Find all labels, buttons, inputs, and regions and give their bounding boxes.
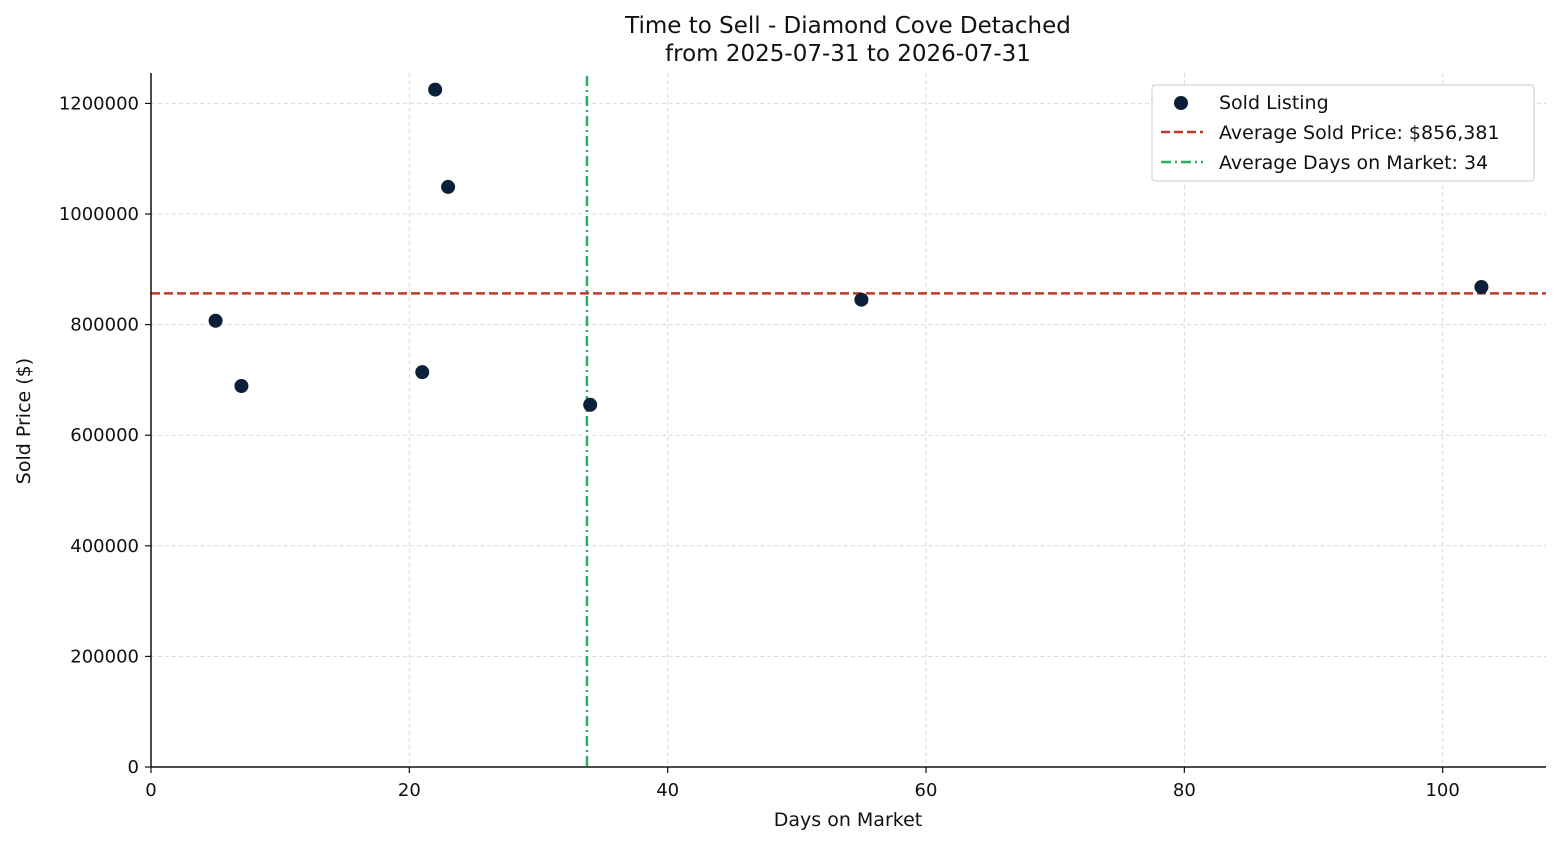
x-tick-label: 40 xyxy=(656,780,679,801)
x-tick-label: 0 xyxy=(145,780,156,801)
legend-label-sold-listing: Sold Listing xyxy=(1219,92,1329,114)
y-axis-label: Sold Price ($) xyxy=(13,358,35,484)
y-tick-label: 400000 xyxy=(70,536,139,557)
y-tick-label: 200000 xyxy=(70,646,139,667)
data-point xyxy=(1474,280,1489,295)
x-tick-label: 100 xyxy=(1425,780,1459,801)
legend: Sold Listing Average Sold Price: $856,38… xyxy=(1151,84,1535,182)
x-tick-label: 60 xyxy=(915,780,938,801)
x-tick-label: 80 xyxy=(1173,780,1196,801)
x-axis-label: Days on Market xyxy=(774,809,922,831)
chart-title: Time to Sell - Diamond Cove Detached xyxy=(624,13,1071,39)
data-point xyxy=(415,365,430,380)
x-axis-ticks: 0 20 40 60 80 100 xyxy=(145,767,1460,801)
data-point xyxy=(854,292,869,307)
grid-lines xyxy=(151,73,1546,767)
y-axis-ticks: 0 200000 400000 600000 800000 1000000 1200000 xyxy=(59,93,151,778)
y-tick-label: 0 xyxy=(128,757,139,778)
data-point xyxy=(208,313,223,328)
data-point xyxy=(428,82,443,97)
axes xyxy=(150,73,1546,768)
data-point xyxy=(234,378,249,393)
sold-listing-points xyxy=(208,82,1489,412)
legend-box xyxy=(1151,84,1535,182)
legend-marker-sold-listing xyxy=(1174,96,1188,110)
legend-label-average-sold-price: Average Sold Price: $856,381 xyxy=(1219,122,1500,144)
data-point xyxy=(441,179,456,194)
chart-subtitle: from 2025-07-31 to 2026-07-31 xyxy=(665,41,1031,67)
y-tick-label: 1000000 xyxy=(59,204,139,225)
y-tick-label: 600000 xyxy=(70,425,139,446)
y-tick-label: 1200000 xyxy=(59,93,139,114)
y-tick-label: 800000 xyxy=(70,315,139,336)
data-point xyxy=(583,397,598,412)
x-tick-label: 20 xyxy=(398,780,421,801)
legend-label-average-days-on-market: Average Days on Market: 34 xyxy=(1219,152,1488,174)
